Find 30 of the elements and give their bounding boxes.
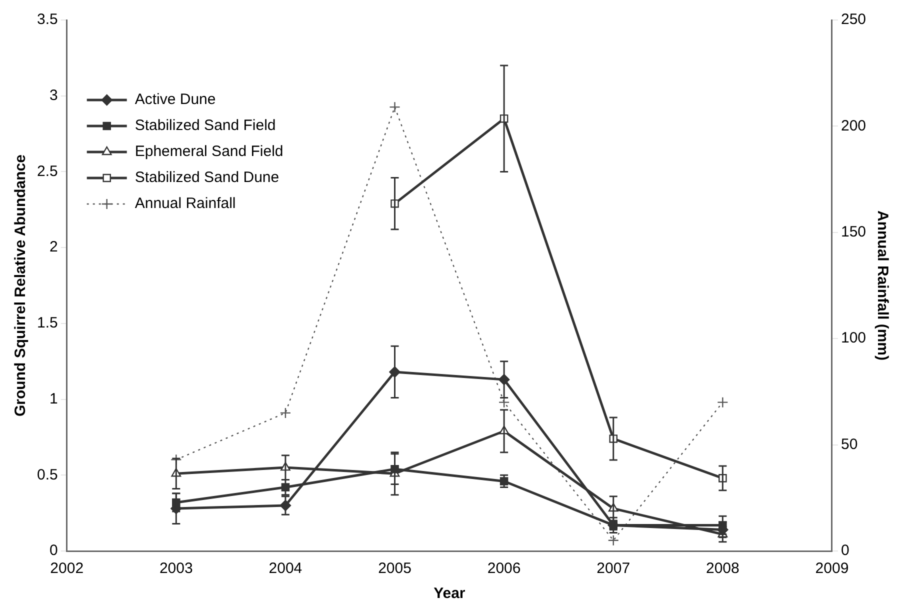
y-tick-label: 1 [50,390,58,408]
x-tick-label: 2008 [706,560,740,578]
y2-tick-label: 0 [840,542,850,560]
legend-label: Annual Rainfall [134,195,236,212]
y-tick-label: 3 [50,87,58,104]
legend-label: Ephemeral Sand Field [134,143,284,160]
x-tick-label: 2005 [378,560,412,578]
y-tick-label: 0 [50,542,58,560]
legend-label: Active Dune [134,91,216,108]
y-axis-title: Ground Squirrel Relative Abundance [12,154,30,416]
y2-tick-label: 150 [840,224,866,241]
x-tick-label: 2002 [50,560,84,578]
x-axis-title: Year [434,585,466,602]
y-tick-label: 1.5 [36,314,58,332]
y-tick-label: 2 [50,238,58,256]
y2-tick-label: 250 [840,11,866,28]
x-tick-label: 2004 [268,560,302,578]
legend-label: Stabilized Sand Dune [134,169,280,186]
y-tick-label: 2.5 [36,162,58,180]
x-tick-label: 2003 [159,560,193,578]
y-tick-label: 0.5 [36,466,58,484]
y2-tick-label: 100 [840,330,866,347]
x-tick-label: 2006 [487,560,521,578]
x-tick-label: 2009 [815,560,849,578]
x-tick-label: 2007 [596,560,630,578]
y-tick-label: 3.5 [36,11,58,28]
y2-tick-label: 200 [840,117,866,134]
y2-tick-label: 50 [840,436,858,453]
legend-label: Stabilized Sand Field [134,117,276,134]
y2-axis-title: Annual Rainfall (mm) [874,210,891,361]
